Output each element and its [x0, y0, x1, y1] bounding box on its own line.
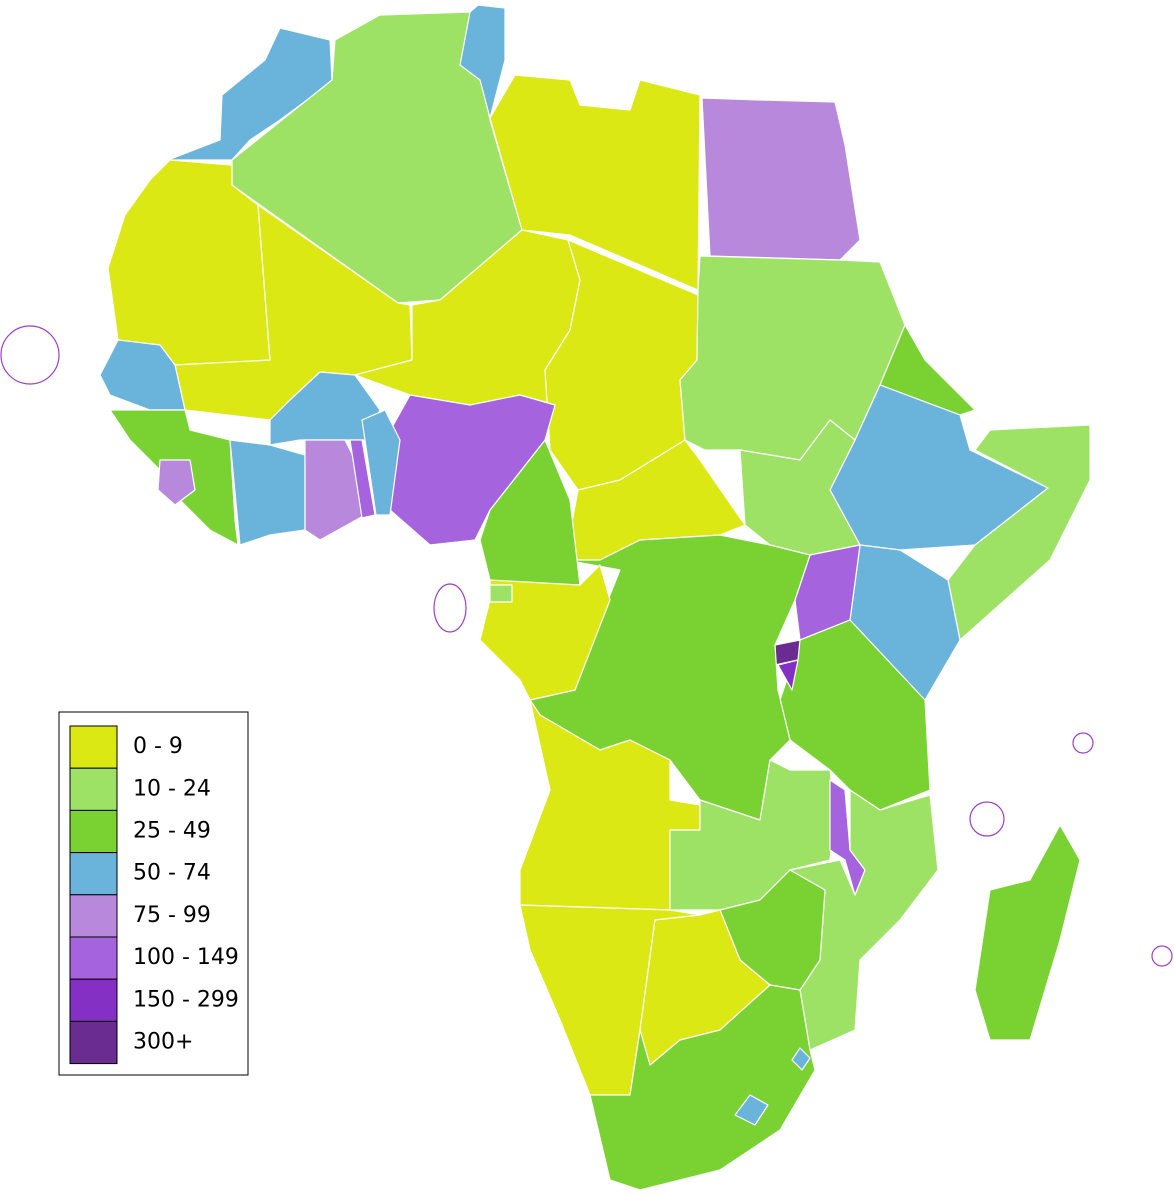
legend-label: 0 - 9 [133, 734, 183, 759]
benin [361, 409, 401, 516]
legend-label: 25 - 49 [133, 819, 211, 844]
burundi [777, 659, 799, 691]
islands [0, 325, 1173, 967]
legend: 0 - 9 10 - 24 25 - 49 50 - 74 75 - 99 100 - 1… [69, 725, 239, 1065]
legend-label: 300+ [133, 1030, 193, 1055]
madagascar [974, 824, 1081, 1041]
legend-swatch [69, 809, 118, 854]
togo [349, 439, 376, 519]
libya [489, 74, 701, 291]
sierra-leone [157, 459, 196, 506]
morocco [167, 27, 333, 161]
tunisia [459, 4, 506, 119]
legend-label: 150 - 299 [133, 987, 239, 1012]
seychelles [1151, 945, 1173, 967]
south-sudan [739, 419, 861, 556]
mauritius [969, 801, 1005, 837]
ivory-coast [229, 439, 306, 546]
senegal [99, 339, 186, 411]
legend-label: 100 - 149 [133, 945, 239, 970]
countries [99, 4, 1091, 1191]
legend-swatch [69, 852, 118, 896]
comoros [1072, 732, 1094, 754]
burkina-faso [269, 371, 381, 446]
legend-swatch [69, 936, 118, 980]
legend-label: 75 - 99 [133, 903, 211, 928]
cape-verde [0, 325, 60, 385]
legend-swatch [69, 725, 118, 769]
eswatini [791, 1047, 811, 1071]
south-africa [589, 984, 816, 1191]
equatorial-guinea [489, 584, 513, 603]
legend-swatch [69, 894, 118, 938]
lesotho [734, 1094, 769, 1126]
legend-swatch [69, 1020, 118, 1065]
sao-tome [433, 583, 467, 633]
legend-label: 50 - 74 [133, 861, 211, 886]
egypt [701, 97, 861, 261]
legend-swatch [69, 767, 118, 811]
legend-swatch [69, 978, 118, 1022]
legend-label: 10 - 24 [133, 776, 211, 801]
